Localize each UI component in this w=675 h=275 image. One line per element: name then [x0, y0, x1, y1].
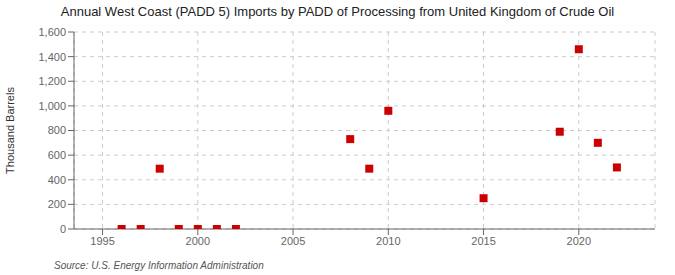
svg-text:1,600: 1,600 [38, 26, 66, 38]
html-text:Annual West Coast (PADD 5) Imp: Annual West Coast (PADD 5) Imports by PA… [60, 4, 615, 19]
svg-text:2015: 2015 [471, 235, 495, 247]
html-text:Source: U.S. Energy Informatio: Source: U.S. Energy Information Administ… [54, 260, 264, 271]
svg-text:2000: 2000 [186, 235, 210, 247]
svg-text:1995: 1995 [90, 235, 114, 247]
svg-text:Thousand Barrels: Thousand Barrels [8, 87, 16, 174]
svg-text:2005: 2005 [281, 235, 305, 247]
svg-text:1,000: 1,000 [38, 100, 66, 112]
svg-text:200: 200 [48, 198, 66, 210]
svg-text:800: 800 [48, 124, 66, 136]
svg-text:400: 400 [48, 174, 66, 186]
svg-text:600: 600 [48, 149, 66, 161]
svg-text:2010: 2010 [376, 235, 400, 247]
svg-text:2020: 2020 [567, 235, 591, 247]
svg-text:1,400: 1,400 [38, 51, 66, 63]
svg-text:1,200: 1,200 [38, 75, 66, 87]
svg-text:0: 0 [60, 223, 66, 235]
